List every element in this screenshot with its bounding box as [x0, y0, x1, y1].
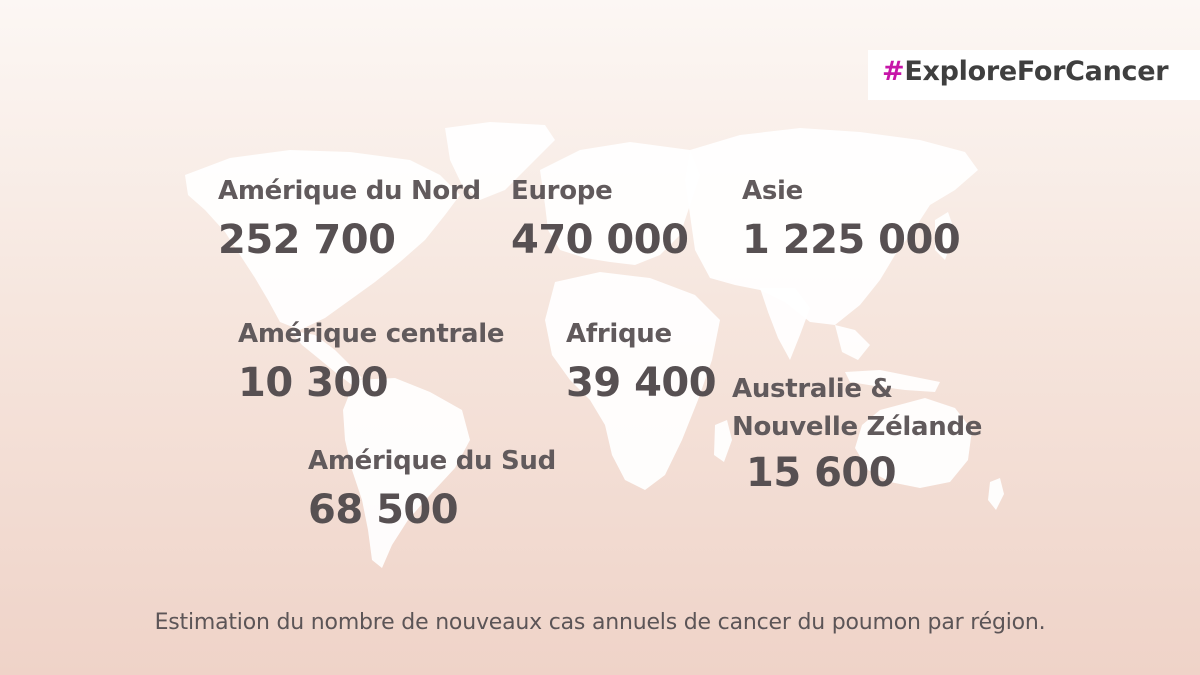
hashtag-label: ExploreForCancer — [904, 56, 1169, 87]
europe-shape — [540, 142, 700, 265]
region-north-america: Amérique du Nord 252 700 — [218, 175, 481, 263]
region-value: 252 700 — [218, 217, 396, 263]
region-value: 39 400 — [566, 360, 717, 406]
region-name: Afrique — [566, 319, 672, 349]
region-value: 68 500 — [308, 487, 459, 533]
region-value: 1 225 000 — [742, 217, 961, 263]
south-america-shape — [343, 378, 470, 568]
region-south-america: Amérique du Sud 68 500 — [308, 445, 556, 533]
region-europe: Europe 470 000 — [511, 175, 689, 263]
region-name: Europe — [511, 176, 613, 206]
region-name-line-1: Australie & — [732, 374, 893, 404]
asia-shape — [685, 128, 978, 325]
greenland-shape — [445, 122, 555, 200]
new-zealand-shape — [988, 478, 1004, 510]
africa-shape — [545, 272, 720, 490]
region-value: 15 600 — [746, 450, 897, 496]
region-name: Asie — [742, 176, 803, 206]
india-shape — [760, 288, 810, 360]
region-asia: Asie 1 225 000 — [742, 175, 961, 263]
southeast-asia-shape — [835, 325, 870, 360]
region-name: Amérique du Nord — [218, 176, 481, 206]
region-value: 470 000 — [511, 217, 689, 263]
north-america-shape — [185, 150, 460, 330]
australia-shape — [855, 398, 972, 488]
central-america-shape — [290, 330, 362, 385]
madagascar-shape — [714, 420, 732, 462]
region-name: Amérique centrale — [238, 319, 505, 349]
region-name: Amérique du Sud — [308, 446, 556, 476]
caption: Estimation du nombre de nouveaux cas ann… — [154, 610, 1046, 635]
region-value: 10 300 — [238, 360, 389, 406]
region-central-america: Amérique centrale 10 300 — [238, 318, 504, 406]
japan-shape — [935, 212, 955, 260]
hashtag-symbol: # — [882, 56, 905, 87]
region-africa: Afrique 39 400 — [566, 318, 717, 406]
hashtag-text[interactable]: #ExploreForCancer — [882, 56, 1169, 87]
hashtag-badge[interactable]: #ExploreForCancer — [868, 50, 1200, 100]
region-name-line-2: Nouvelle Zélande — [732, 412, 983, 442]
indonesia-shape — [845, 370, 940, 392]
region-oceania: Australie & Nouvelle Zélande 15 600 — [732, 370, 982, 496]
